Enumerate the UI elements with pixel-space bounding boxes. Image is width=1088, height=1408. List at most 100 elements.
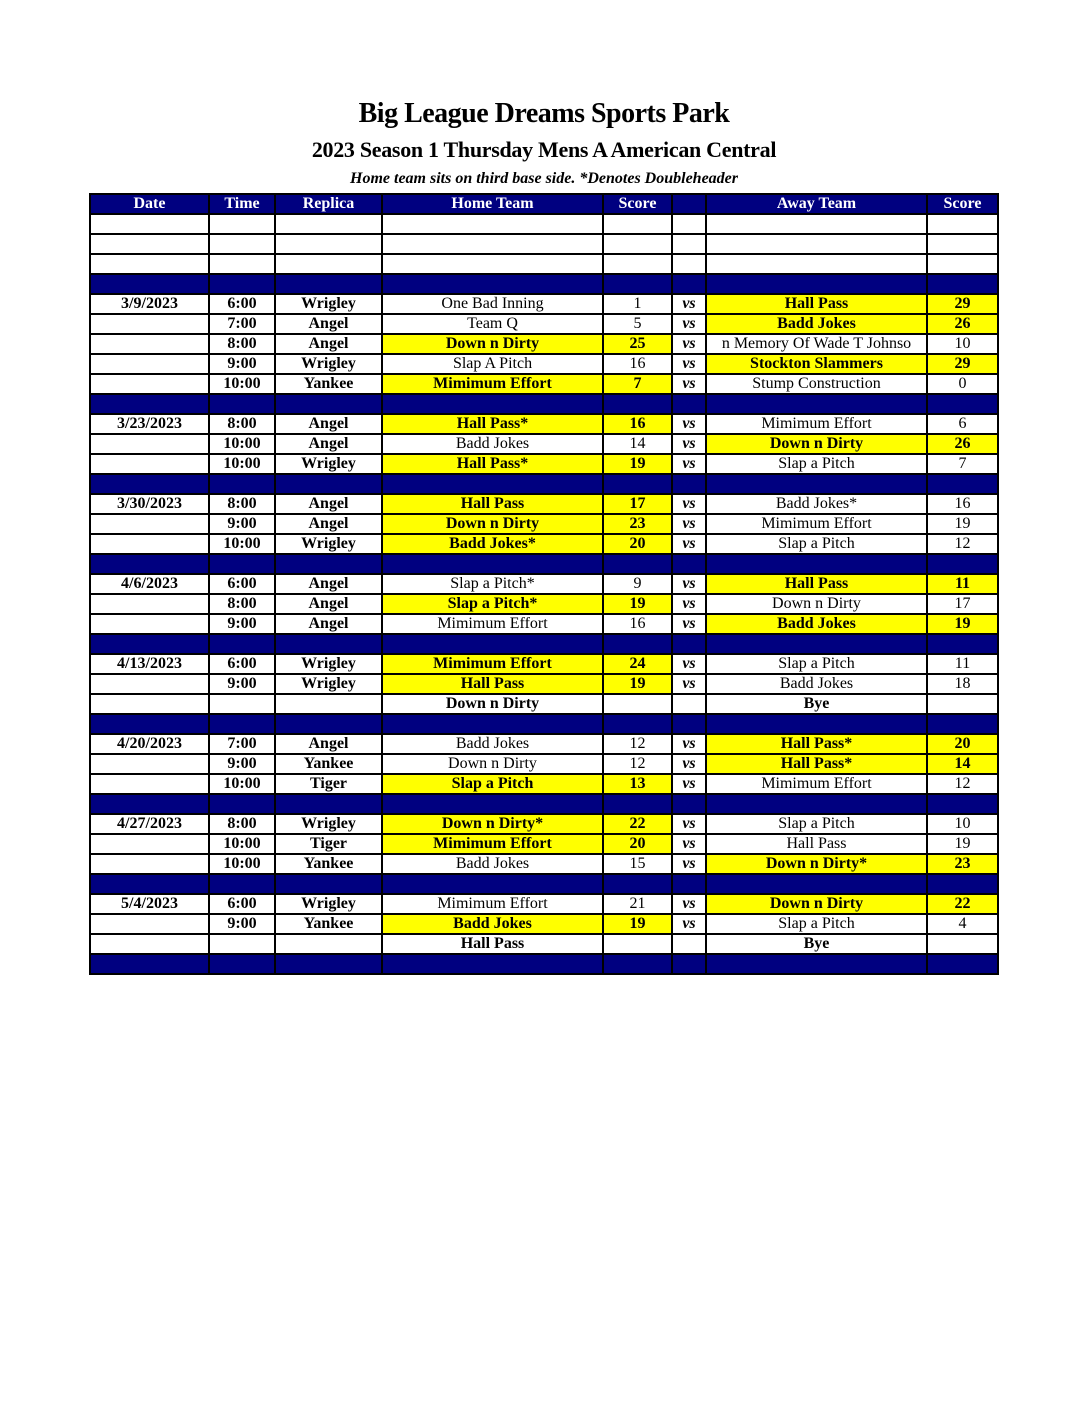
date-cell: 4/13/2023 xyxy=(89,653,210,675)
game-row: 8:00 Angel Slap a Pitch* 19 vs Down n Dirty 17 xyxy=(89,593,999,615)
date-cell xyxy=(89,593,210,615)
game-row: 3/23/2023 8:00 Angel Hall Pass* 16 vs Mimimum … xyxy=(89,413,999,435)
away-score-cell: 18 xyxy=(926,673,999,695)
game-row: 10:00 Wrigley Hall Pass* 19 vs Slap a Pitch 7 xyxy=(89,453,999,475)
replica-cell: Yankee xyxy=(274,913,383,935)
time-cell xyxy=(208,473,276,495)
home-score-cell: 15 xyxy=(602,853,673,875)
time-cell: 9:00 xyxy=(208,753,276,775)
date-cell xyxy=(89,833,210,855)
home-score-cell xyxy=(602,553,673,575)
away-score-cell: 22 xyxy=(926,893,999,915)
time-cell: 6:00 xyxy=(208,893,276,915)
home-score-cell: 19 xyxy=(602,593,673,615)
home-score-cell xyxy=(602,693,673,715)
home-team-cell: Slap A Pitch xyxy=(381,353,604,375)
replica-cell: Angel xyxy=(274,333,383,355)
blank-row xyxy=(89,233,999,255)
game-row: 4/6/2023 6:00 Angel Slap a Pitch* 9 vs Hall Pa… xyxy=(89,573,999,595)
away-score-cell xyxy=(926,393,999,415)
game-row: 7:00 Angel Team Q 5 vs Badd Jokes 26 xyxy=(89,313,999,335)
away-score-cell: 11 xyxy=(926,573,999,595)
date-cell xyxy=(89,373,210,395)
home-score-cell: 23 xyxy=(602,513,673,535)
home-score-cell: 22 xyxy=(602,813,673,835)
time-cell xyxy=(208,553,276,575)
away-team-cell: Stockton Slammers xyxy=(705,353,928,375)
game-row: 10:00 Wrigley Badd Jokes* 20 vs Slap a Pitch 1… xyxy=(89,533,999,555)
away-score-cell xyxy=(926,473,999,495)
away-score-cell: 26 xyxy=(926,433,999,455)
col-home-score: Score xyxy=(602,193,673,215)
replica-cell xyxy=(274,693,383,715)
away-score-cell: 7 xyxy=(926,453,999,475)
home-team-cell xyxy=(381,213,604,235)
away-team-cell: Slap a Pitch xyxy=(705,453,928,475)
time-cell: 6:00 xyxy=(208,293,276,315)
away-score-cell: 11 xyxy=(926,653,999,675)
home-score-cell xyxy=(602,273,673,295)
away-team-cell xyxy=(705,273,928,295)
time-cell: 9:00 xyxy=(208,613,276,635)
home-score-cell: 7 xyxy=(602,373,673,395)
time-cell: 10:00 xyxy=(208,453,276,475)
vs-cell: vs xyxy=(671,853,707,875)
vs-cell: vs xyxy=(671,893,707,915)
separator-row xyxy=(89,553,999,575)
home-team-cell: Mimimum Effort xyxy=(381,613,604,635)
header-row: Date Time Replica Home Team Score Away T… xyxy=(89,193,999,215)
home-score-cell: 16 xyxy=(602,613,673,635)
replica-cell xyxy=(274,393,383,415)
home-team-cell xyxy=(381,553,604,575)
date-cell: 3/30/2023 xyxy=(89,493,210,515)
vs-cell xyxy=(671,393,707,415)
time-cell xyxy=(208,693,276,715)
date-cell xyxy=(89,953,210,975)
time-cell xyxy=(208,253,276,275)
away-team-cell: Hall Pass xyxy=(705,293,928,315)
vs-cell: vs xyxy=(671,813,707,835)
away-team-cell: Mimimum Effort xyxy=(705,413,928,435)
replica-cell xyxy=(274,713,383,735)
date-cell xyxy=(89,873,210,895)
bye-row: Down n Dirty Bye xyxy=(89,693,999,715)
game-row: 9:00 Angel Mimimum Effort 16 vs Badd Jokes 19 xyxy=(89,613,999,635)
time-cell: 8:00 xyxy=(208,413,276,435)
home-score-cell: 20 xyxy=(602,533,673,555)
separator-row xyxy=(89,273,999,295)
time-cell: 6:00 xyxy=(208,653,276,675)
home-team-cell: Badd Jokes xyxy=(381,433,604,455)
replica-cell xyxy=(274,253,383,275)
home-score-cell xyxy=(602,713,673,735)
separator-row xyxy=(89,633,999,655)
away-score-cell: 29 xyxy=(926,293,999,315)
away-team-cell xyxy=(705,393,928,415)
separator-row xyxy=(89,473,999,495)
home-team-cell: Badd Jokes xyxy=(381,913,604,935)
home-score-cell: 20 xyxy=(602,833,673,855)
home-team-cell xyxy=(381,233,604,255)
date-cell xyxy=(89,773,210,795)
game-row: 9:00 Wrigley Slap A Pitch 16 vs Stockton Slam… xyxy=(89,353,999,375)
home-score-cell xyxy=(602,873,673,895)
replica-cell: Wrigley xyxy=(274,453,383,475)
schedule-table: Date Time Replica Home Team Score Away T… xyxy=(89,193,999,975)
away-score-cell xyxy=(926,873,999,895)
date-cell xyxy=(89,553,210,575)
vs-cell: vs xyxy=(671,733,707,755)
home-team-cell: Slap a Pitch* xyxy=(381,573,604,595)
vs-cell: vs xyxy=(671,773,707,795)
home-team-cell: Badd Jokes xyxy=(381,853,604,875)
game-row: 9:00 Angel Down n Dirty 23 vs Mimimum Effort 1… xyxy=(89,513,999,535)
home-team-cell: Slap a Pitch xyxy=(381,773,604,795)
date-cell: 3/23/2023 xyxy=(89,413,210,435)
away-score-cell: 12 xyxy=(926,773,999,795)
time-cell: 7:00 xyxy=(208,733,276,755)
home-team-cell xyxy=(381,793,604,815)
vs-cell: vs xyxy=(671,673,707,695)
replica-cell xyxy=(274,213,383,235)
home-team-cell: Badd Jokes* xyxy=(381,533,604,555)
away-score-cell: 26 xyxy=(926,313,999,335)
vs-cell xyxy=(671,953,707,975)
date-cell xyxy=(89,693,210,715)
